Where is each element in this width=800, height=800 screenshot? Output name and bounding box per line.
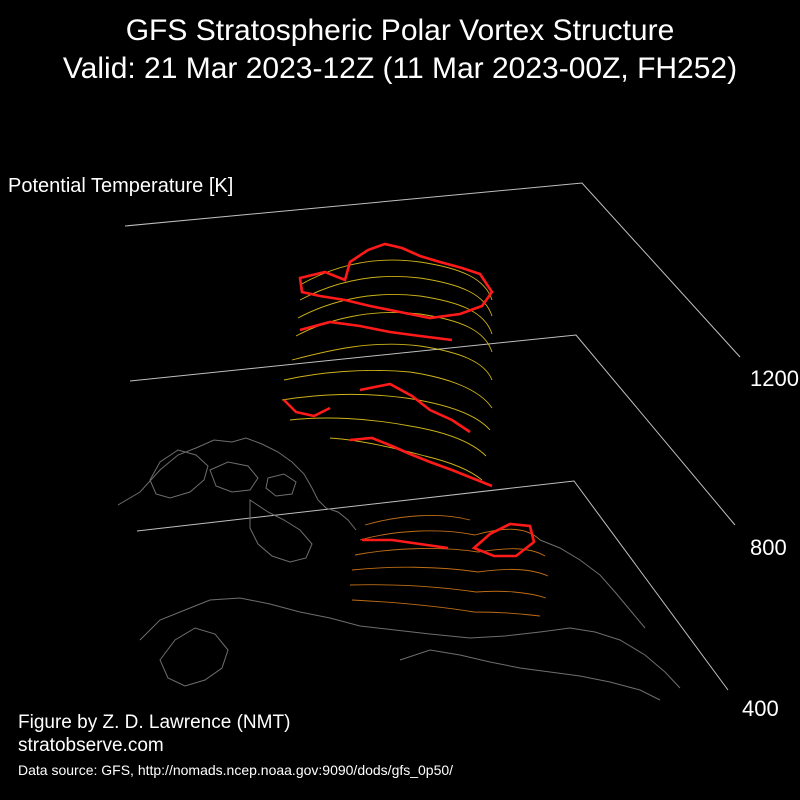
coastline-greenland — [149, 449, 209, 499]
coastline-siberia — [399, 649, 661, 701]
upper-vortex-layer — [299, 275, 493, 317]
coastline-hudson — [249, 499, 313, 563]
plane-1200 — [124, 182, 741, 358]
edge-contour-lower-upper — [349, 436, 493, 488]
edge-contour-lower — [362, 522, 536, 558]
edge-contour-top — [298, 242, 494, 320]
upper-vortex-layer — [297, 293, 493, 335]
lower-vortex-layer — [349, 584, 547, 599]
upper-vortex-layer — [283, 369, 493, 409]
vertical-axis-label: Potential Temperature [K] — [8, 175, 234, 197]
website-credit: stratobserve.com — [18, 735, 164, 756]
figure-title-line2: Valid: 21 Mar 2023-12Z (11 Mar 2023-00Z,… — [62, 52, 738, 85]
coastlines — [117, 437, 681, 701]
upper-vortex-layer — [291, 343, 493, 381]
lower-vortex-layer — [364, 514, 471, 526]
level-planes — [124, 182, 741, 691]
coastline-eurasia — [139, 597, 681, 689]
level-label-1200: 1200 — [750, 366, 799, 391]
lower-vortex-layer — [351, 566, 549, 577]
level-label-800: 800 — [750, 535, 787, 560]
plane-400 — [136, 480, 729, 691]
lower-vortex-layer — [359, 528, 541, 541]
edge-contour-mid — [283, 382, 471, 434]
upper-vortex — [281, 259, 493, 481]
lower-vortex — [349, 514, 549, 617]
lower-vortex-layer — [351, 599, 541, 617]
level-label-400: 400 — [742, 696, 779, 721]
data-source-credit: Data source: GFS, http://nomads.ncep.noa… — [18, 762, 454, 778]
upper-vortex-layer — [289, 417, 487, 457]
upper-vortex-layer — [281, 393, 491, 431]
figure-title-line1: GFS Stratospheric Polar Vortex Structure — [125, 14, 675, 47]
coastline-scandinavia — [159, 627, 229, 687]
coastline-arctic-islands — [209, 461, 297, 497]
coastline-north-america — [117, 437, 357, 531]
author-credit: Figure by Z. D. Lawrence (NMT) — [18, 712, 291, 733]
edge-contour-mid-upper — [299, 320, 453, 342]
vortex-edge-contours — [283, 242, 536, 558]
plane-800 — [129, 334, 736, 526]
coastline-pacific — [539, 539, 646, 629]
